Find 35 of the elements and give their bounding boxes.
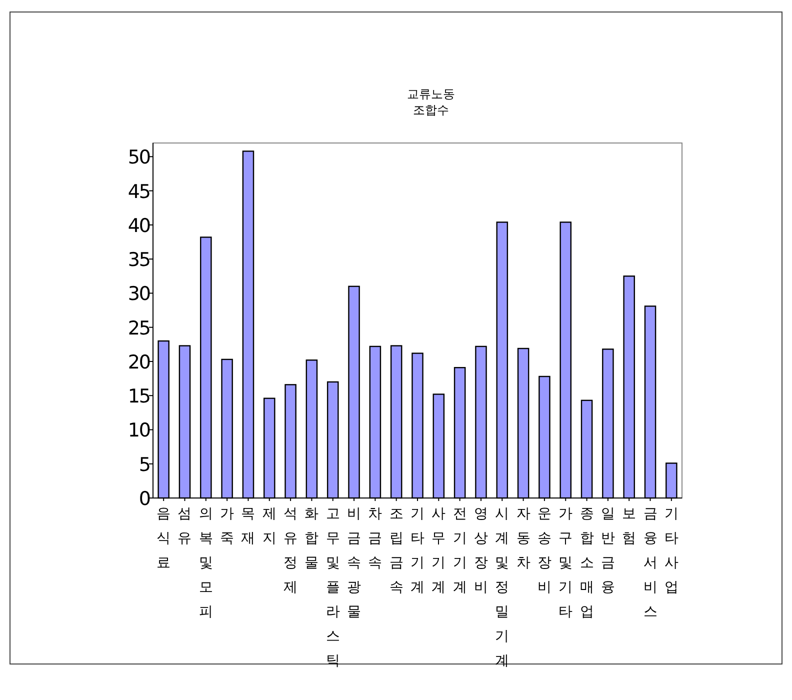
x-tick-label: 보험 [622,506,636,546]
y-tick-label: 15 [128,386,150,408]
y-tick-label: 50 [128,146,150,169]
x-tick-label: 영상장비 [474,506,488,596]
x-tick-label: 기타기계 [410,506,424,596]
y-tick-label: 10 [128,420,150,442]
x-tick-label: 석유정제 [284,506,298,596]
y-tick-label: 5 [138,454,150,476]
x-tick-label: 제지 [262,506,276,546]
x-tick-label: 비금속광물 [347,506,362,620]
x-tick-label: 자동차 [516,506,530,571]
y-tick-label: 40 [128,214,150,237]
y-tick-label: 0 [138,488,150,510]
x-tick-label: 가구및기타 [558,506,573,620]
x-tick-label: 목재 [241,506,256,546]
chart-title: 교류노동 조합수 [407,87,455,117]
x-tick-label: 금융서비스 [643,506,658,620]
x-tick-label: 운송장비 [537,506,552,596]
x-tick-label: 섬유 [178,506,192,546]
x-tick-label: 일반금융 [600,506,615,596]
x-tick-label: 기타사업 [664,506,678,596]
x-tick-label: 가죽 [220,506,234,546]
x-tick-label: 조립금속 [389,506,404,596]
y-tick-label: 25 [128,317,150,340]
x-tick-label: 종합소매업 [580,506,594,620]
x-tick-label: 음식료 [156,506,171,571]
x-tick-label: 전기기계 [452,506,467,596]
x-tick-label: 의복및모피 [198,506,213,620]
x-tick-label: 차금속 [368,506,382,571]
y-tick-label: 45 [128,180,150,203]
y-tick-label: 30 [128,283,150,306]
y-tick-label: 35 [128,249,150,272]
x-tick-label: 화합물 [304,506,319,571]
x-tick-label: 사무기계 [432,506,446,596]
y-tick-label: 20 [128,351,150,374]
